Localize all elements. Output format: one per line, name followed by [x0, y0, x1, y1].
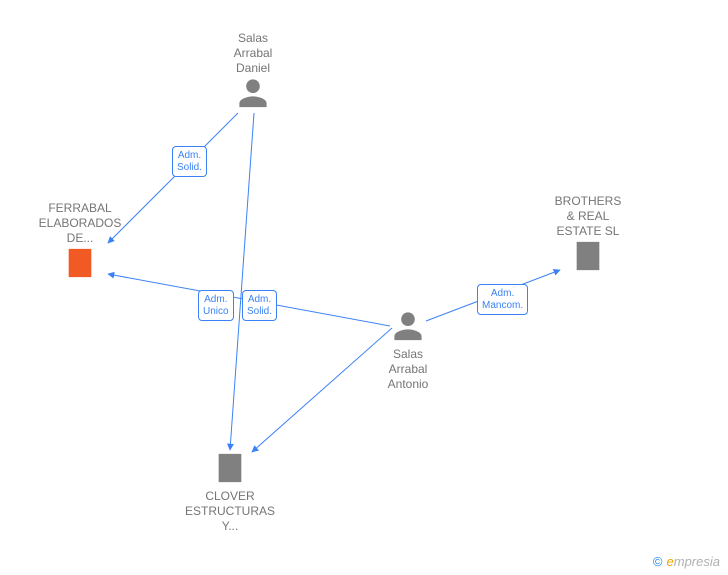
node-clover: CLOVERESTRUCTURASY...: [175, 451, 285, 534]
building-icon: [571, 239, 605, 273]
watermark-text: mpresia: [674, 554, 720, 569]
watermark-accent: e: [667, 554, 674, 569]
edge-label: Adm. Solid.: [172, 146, 207, 177]
node-label-line: & REAL: [533, 209, 643, 224]
node-label-line: Arrabal: [353, 362, 463, 377]
watermark: © empresia: [653, 554, 720, 569]
person-icon: [236, 76, 270, 110]
node-label-line: Arrabal: [198, 46, 308, 61]
node-daniel: SalasArrabalDaniel: [198, 31, 308, 114]
node-label-line: ESTRUCTURAS: [175, 504, 285, 519]
edge-label: Adm. Mancom.: [477, 284, 528, 315]
person-icon-wrap: [198, 76, 308, 114]
building-icon: [213, 451, 247, 485]
edge-label: Adm. Unico: [198, 290, 234, 321]
node-label-line: BROTHERS: [533, 194, 643, 209]
node-label-line: Daniel: [198, 61, 308, 76]
copyright-symbol: ©: [653, 554, 663, 569]
diagram-canvas: [0, 0, 728, 575]
node-label-line: Y...: [175, 519, 285, 534]
building-icon-wrap: [25, 246, 135, 284]
person-icon: [391, 309, 425, 343]
node-label-line: Antonio: [353, 377, 463, 392]
building-icon-wrap: [175, 451, 285, 489]
node-label-line: FERRABAL: [25, 201, 135, 216]
node-brothers: BROTHERS& REALESTATE SL: [533, 194, 643, 277]
node-label-line: DE...: [25, 231, 135, 246]
node-label-line: Salas: [198, 31, 308, 46]
node-label-line: ELABORADOS: [25, 216, 135, 231]
node-label-line: Salas: [353, 347, 463, 362]
edge-label: Adm. Solid.: [242, 290, 277, 321]
node-label-line: CLOVER: [175, 489, 285, 504]
node-label-line: ESTATE SL: [533, 224, 643, 239]
building-icon: [63, 246, 97, 280]
node-ferrabal: FERRABALELABORADOSDE...: [25, 201, 135, 284]
edge-line: [230, 113, 254, 450]
building-icon-wrap: [533, 239, 643, 277]
person-icon-wrap: [353, 309, 463, 347]
node-antonio: SalasArrabalAntonio: [353, 309, 463, 392]
